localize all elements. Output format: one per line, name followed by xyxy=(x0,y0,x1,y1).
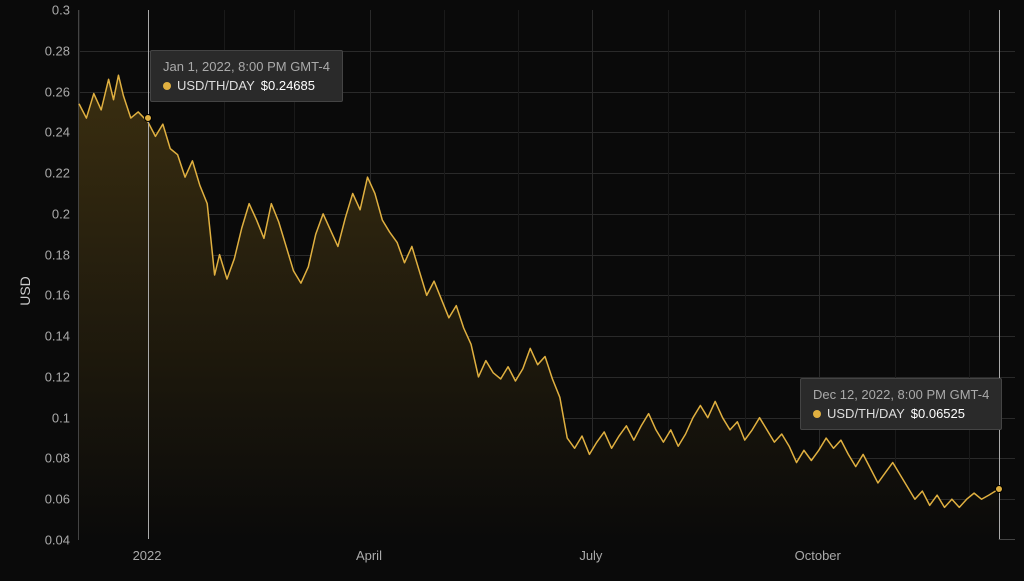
data-point-marker xyxy=(995,485,1003,493)
tooltip-value: $0.24685 xyxy=(261,78,315,93)
x-tick-label: April xyxy=(356,548,382,563)
tooltip-metric: USD/TH/DAY xyxy=(827,406,905,421)
y-tick-label: 0.04 xyxy=(28,533,70,548)
y-tick-label: 0.26 xyxy=(28,84,70,99)
chart-tooltip: Jan 1, 2022, 8:00 PM GMT-4 USD/TH/DAY $0.2… xyxy=(150,50,343,102)
y-tick-label: 0.18 xyxy=(28,247,70,262)
y-tick-label: 0.08 xyxy=(28,451,70,466)
tooltip-timestamp: Dec 12, 2022, 8:00 PM GMT-4 xyxy=(813,387,989,402)
crosshair-line xyxy=(999,10,1000,539)
y-tick-label: 0.28 xyxy=(28,43,70,58)
legend-dot-icon xyxy=(163,82,171,90)
y-tick-label: 0.3 xyxy=(28,3,70,18)
y-tick-label: 0.2 xyxy=(28,206,70,221)
tooltip-value: $0.06525 xyxy=(911,406,965,421)
legend-dot-icon xyxy=(813,410,821,418)
x-tick-label: July xyxy=(579,548,602,563)
y-tick-label: 0.06 xyxy=(28,492,70,507)
chart-tooltip: Dec 12, 2022, 8:00 PM GMT-4 USD/TH/DAY $0.… xyxy=(800,378,1002,430)
y-tick-label: 0.14 xyxy=(28,329,70,344)
x-tick-label: 2022 xyxy=(133,548,162,563)
x-tick-label: October xyxy=(795,548,841,563)
tooltip-timestamp: Jan 1, 2022, 8:00 PM GMT-4 xyxy=(163,59,330,74)
y-tick-label: 0.1 xyxy=(28,410,70,425)
y-tick-label: 0.22 xyxy=(28,166,70,181)
y-tick-label: 0.16 xyxy=(28,288,70,303)
y-tick-label: 0.24 xyxy=(28,125,70,140)
data-point-marker xyxy=(144,114,152,122)
crosshair-line xyxy=(148,10,149,539)
series-area xyxy=(79,75,999,540)
y-tick-label: 0.12 xyxy=(28,369,70,384)
chart-container: USD 0.040.060.080.10.120.140.160.180.20.… xyxy=(0,0,1024,581)
tooltip-metric: USD/TH/DAY xyxy=(177,78,255,93)
